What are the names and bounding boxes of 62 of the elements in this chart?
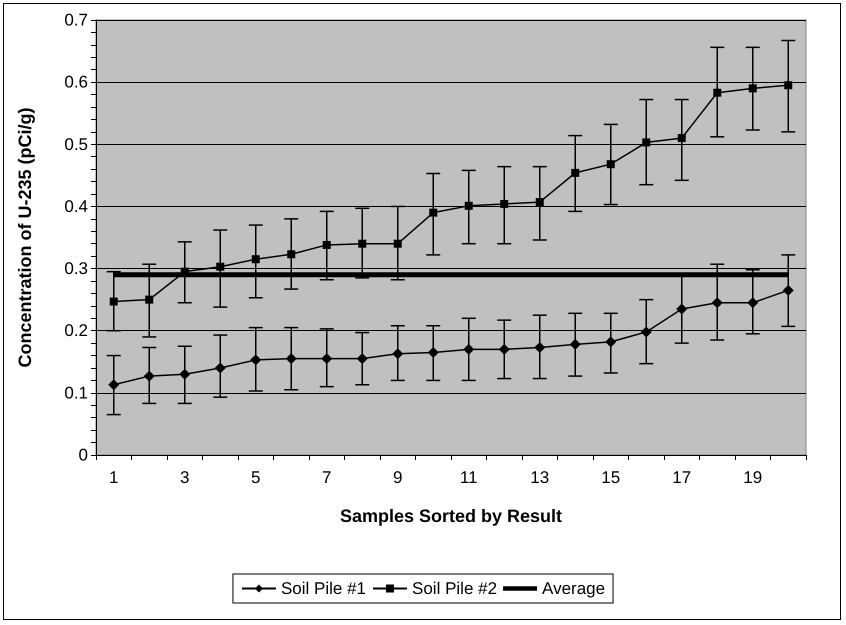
point [250, 354, 262, 366]
point [429, 208, 438, 217]
point [500, 200, 508, 208]
x-axis-title: Samples Sorted by Result [340, 506, 562, 526]
point [782, 284, 794, 296]
x-tick-label: 5 [251, 468, 260, 487]
point [571, 168, 580, 177]
y-tick-label: 0.7 [64, 10, 88, 30]
y-tick-label: 0.4 [64, 196, 88, 216]
point [534, 342, 546, 353]
point [356, 353, 368, 364]
point [464, 202, 473, 210]
point [748, 84, 757, 92]
point [286, 353, 297, 364]
x-tick-label: 3 [180, 468, 190, 487]
point [606, 160, 615, 168]
point [747, 297, 758, 308]
point [287, 250, 296, 258]
y-tick-label: 0.5 [64, 134, 88, 154]
point [428, 346, 439, 358]
y-tick-label: 0.6 [64, 72, 88, 92]
point [676, 303, 688, 314]
point [605, 336, 616, 348]
point [322, 240, 331, 249]
point [358, 240, 366, 248]
y-tick-label: 0.1 [64, 383, 88, 402]
point [144, 370, 155, 382]
y-tick-label: 0 [78, 446, 88, 464]
legend-label: Soil Pile #2 [412, 579, 498, 598]
point [108, 379, 120, 390]
x-tick-label: 9 [393, 468, 402, 487]
point [712, 297, 723, 308]
point [536, 198, 544, 206]
point [463, 344, 474, 355]
point [252, 255, 260, 264]
x-tick-label: 17 [672, 468, 692, 487]
point [216, 262, 224, 271]
point [784, 81, 792, 90]
x-tick-label: 19 [743, 468, 762, 487]
point [570, 338, 581, 350]
y-tick-label: 0.3 [64, 259, 88, 278]
x-tick-label: 13 [530, 468, 550, 487]
point [640, 326, 652, 338]
point [145, 296, 154, 304]
point [678, 134, 686, 142]
y-axis-title: Concentration of U-235 (pCi/g) [15, 107, 35, 368]
point [321, 353, 332, 364]
point [179, 368, 190, 380]
legend-label: Average [542, 579, 606, 598]
point [110, 298, 118, 306]
point [214, 362, 226, 374]
legend-label: Soil Pile #1 [280, 579, 366, 598]
point [642, 138, 650, 146]
point [392, 348, 404, 360]
y-tick-label: 0.2 [64, 321, 88, 340]
point [713, 88, 722, 97]
point [394, 240, 402, 248]
point [498, 344, 510, 355]
x-tick-label: 7 [322, 468, 332, 487]
x-tick-label: 11 [460, 468, 478, 487]
x-tick-label: 1 [109, 468, 118, 487]
x-tick-label: 15 [601, 468, 620, 487]
